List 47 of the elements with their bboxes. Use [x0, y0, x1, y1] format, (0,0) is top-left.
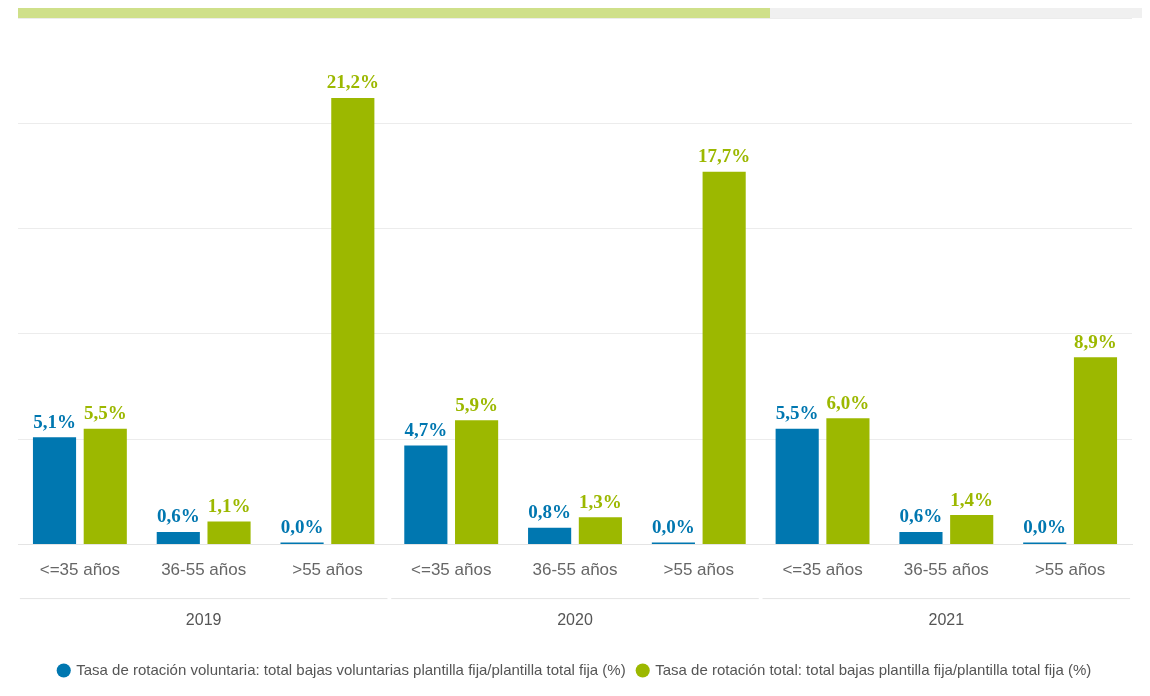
text: 2021: [928, 611, 965, 629]
data-label: 6,0%: [826, 391, 870, 413]
bar: [899, 531, 943, 545]
bar: [83, 428, 127, 545]
data-label: 0,6%: [156, 505, 200, 527]
text: 2020: [557, 611, 593, 629]
data-label: 8,9%: [1074, 330, 1117, 352]
data-label: 5,9%: [455, 393, 498, 415]
data-label: 5,5%: [775, 402, 819, 424]
x-tick-label: 36-55 años: [532, 560, 618, 580]
x-tick-label: >55 años: [663, 560, 734, 580]
data-label: 17,7%: [698, 145, 751, 167]
legend-label: Tasa de rotación total: total bajas plantilla fija/plantilla total fija (%): [655, 660, 1092, 678]
data-label: 1,3%: [579, 490, 622, 512]
bar: [156, 531, 200, 545]
bar: [207, 521, 251, 545]
data-label: 0,8%: [528, 501, 571, 523]
x-tick-label: <=35 años: [39, 560, 121, 580]
bar: [702, 171, 746, 545]
bar: [950, 515, 994, 545]
x-tick-label: 36-55 años: [903, 560, 989, 580]
bar: [528, 527, 572, 545]
bar: [826, 418, 870, 545]
data-label: 21,2%: [326, 71, 379, 93]
x-tick-label: <=35 años: [411, 560, 492, 580]
bar: [331, 98, 375, 545]
x-tick-label: >55 años: [292, 560, 363, 580]
data-label: 4,7%: [404, 419, 448, 441]
bar: [1073, 357, 1118, 545]
x-tick-label: <=35 años: [782, 560, 863, 580]
bar: [32, 437, 77, 545]
data-label: 0,0%: [280, 516, 324, 538]
bar: [578, 517, 622, 545]
data-label: 5,5%: [83, 402, 127, 424]
data-label: 5,1%: [33, 410, 76, 432]
data-label: 0,6%: [899, 505, 943, 527]
bar: [404, 445, 448, 545]
legend-label: Tasa de rotación voluntaria: total bajas voluntarias plantilla fija/plantilla total fija (%): [76, 660, 626, 678]
data-label: 0,0%: [1023, 516, 1067, 538]
x-tick-label: >55 años: [1034, 560, 1106, 580]
bar: [455, 420, 499, 545]
data-label: 0,0%: [652, 516, 695, 538]
data-label: 1,1%: [207, 494, 251, 516]
bar: [775, 428, 819, 545]
x-tick-label: 36-55 años: [161, 560, 247, 580]
text: 2019: [185, 611, 222, 629]
data-label: 1,4%: [950, 488, 994, 510]
